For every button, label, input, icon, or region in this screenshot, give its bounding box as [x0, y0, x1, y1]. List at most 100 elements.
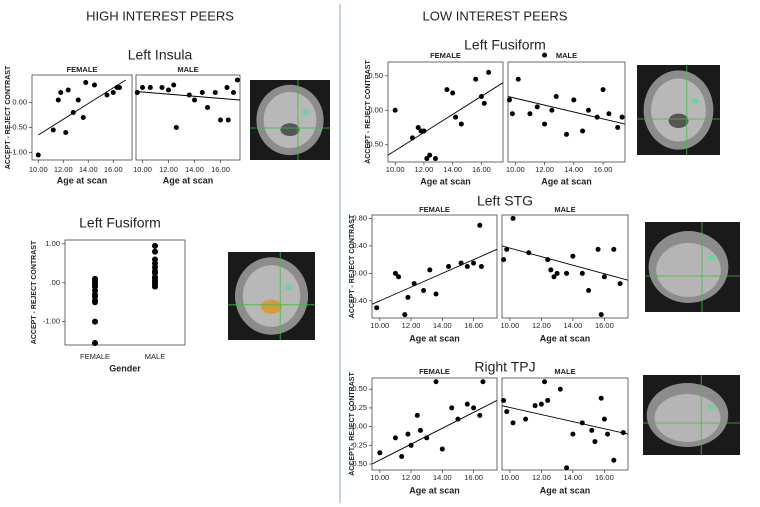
brain-image [645, 222, 740, 312]
data-point [63, 130, 69, 135]
data-point [553, 93, 559, 99]
data-point [152, 242, 158, 249]
y-tick-label: -0.50 [350, 459, 367, 468]
x-tick-label: 12.00 [535, 165, 554, 174]
data-point [554, 270, 560, 276]
facet-label: FEMALE [419, 205, 450, 214]
brain-tissue [263, 92, 317, 148]
data-point [392, 107, 398, 113]
x-tick-label: 16.00 [104, 165, 123, 174]
x-tick-label: 10.00 [370, 321, 389, 330]
x-axis-label: Age at scan [540, 333, 591, 343]
data-point [104, 92, 110, 98]
data-point [424, 435, 430, 441]
data-point [50, 127, 56, 133]
data-point [92, 82, 97, 88]
data-point [586, 288, 592, 294]
x-axis-label: Age at scan [163, 175, 214, 185]
data-point [218, 117, 223, 123]
data-point [534, 104, 540, 110]
y-tick-label: -0.50 [10, 122, 27, 131]
brain-image [250, 80, 330, 160]
x-tick-label: FEMALE [80, 352, 110, 361]
data-point [417, 427, 423, 433]
facet-label: FEMALE [430, 51, 461, 60]
fit-line [387, 82, 504, 156]
brain-image [643, 375, 740, 455]
data-point [159, 85, 165, 90]
x-tick-label: 10.00 [370, 473, 389, 482]
plot-frame [371, 377, 498, 471]
data-point [510, 420, 516, 426]
data-point [402, 312, 408, 318]
data-point [83, 80, 89, 85]
facet-label: MALE [556, 51, 577, 60]
y-tick-label: 0.50 [368, 71, 383, 80]
data-point [477, 222, 483, 228]
data-point [392, 435, 398, 441]
data-point [231, 90, 236, 95]
x-tick-label: 10.00 [506, 165, 525, 174]
fit-line [507, 96, 626, 125]
data-point [571, 97, 577, 103]
data-point [549, 107, 555, 113]
data-point [579, 420, 585, 426]
data-point [542, 379, 548, 385]
data-point [620, 430, 626, 436]
fit-line [501, 245, 629, 281]
plot-frame [507, 61, 626, 163]
activation [691, 98, 700, 104]
data-point [473, 76, 479, 82]
x-tick-label: 16.00 [595, 321, 614, 330]
data-point [152, 248, 158, 255]
x-tick-label: 12.00 [54, 165, 73, 174]
data-point [570, 431, 576, 437]
data-point [192, 97, 197, 103]
data-point [446, 264, 452, 269]
data-point [399, 454, 405, 460]
data-point [617, 281, 623, 287]
data-point [548, 267, 554, 273]
x-tick-label: 14.00 [185, 165, 204, 174]
data-point [478, 93, 484, 99]
data-point [224, 85, 230, 90]
plot-frame [64, 239, 186, 346]
y-tick-label: -1.00 [10, 147, 27, 156]
x-tick-label: 10.00 [386, 165, 405, 174]
data-point [564, 131, 569, 137]
y-tick-label: -0.40 [350, 296, 367, 305]
data-point [471, 405, 477, 411]
section-title: LOW INTEREST PEERS [423, 8, 568, 23]
data-point [152, 283, 158, 290]
chart-title: Left STG [477, 193, 533, 209]
x-axis-label: Age at scan [57, 175, 108, 185]
data-point [523, 416, 529, 422]
x-tick-label: 12.00 [532, 473, 551, 482]
data-point [396, 274, 402, 280]
activation [284, 284, 293, 291]
y-tick-label: 0.50 [352, 384, 367, 393]
y-tick-label: 0.00 [352, 422, 367, 431]
brain-tissue [656, 243, 721, 297]
x-tick-label: 14.00 [433, 321, 452, 330]
data-point [455, 416, 461, 422]
plot-frame [371, 214, 498, 319]
data-point [526, 250, 532, 256]
data-point [480, 379, 486, 385]
data-point [92, 299, 98, 306]
y-tick-label: 1.00 [45, 239, 60, 248]
x-tick-label: 16.00 [464, 473, 483, 482]
data-point [557, 386, 563, 392]
data-point [506, 97, 512, 103]
facet-label: FEMALE [419, 367, 450, 376]
data-point [173, 125, 179, 130]
facet-label: FEMALE [67, 65, 98, 74]
data-point [501, 397, 507, 403]
data-point [486, 69, 492, 75]
data-point [424, 156, 430, 162]
facet-label: MALE [554, 205, 575, 214]
chart-title: Left Fusiform [464, 37, 546, 53]
data-point [444, 87, 450, 93]
data-point [421, 288, 427, 294]
